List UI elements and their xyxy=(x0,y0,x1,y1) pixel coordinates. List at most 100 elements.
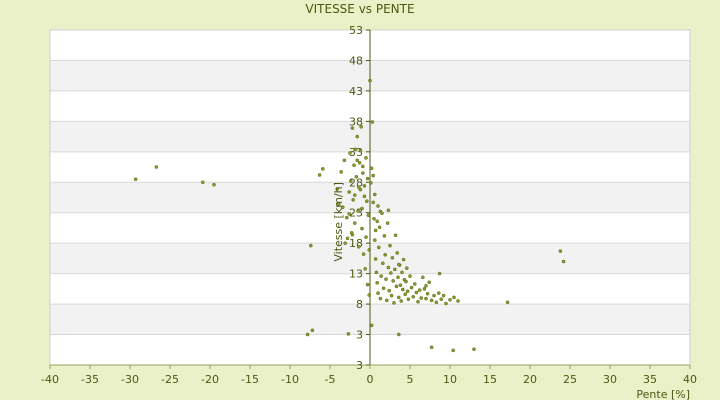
data-point xyxy=(343,241,348,245)
data-point xyxy=(505,300,510,305)
x-tick-label: -35 xyxy=(81,373,99,386)
y-tick-label: 3 xyxy=(356,359,363,372)
data-point xyxy=(133,177,138,181)
data-point xyxy=(351,198,356,202)
data-point xyxy=(200,180,205,185)
data-point xyxy=(400,287,405,292)
data-point xyxy=(384,277,388,281)
data-point xyxy=(427,280,432,285)
data-point xyxy=(406,297,411,302)
data-point xyxy=(320,167,325,171)
data-point xyxy=(417,288,422,292)
y-tick-label: 18 xyxy=(349,237,363,250)
data-point xyxy=(396,262,401,267)
y-tick-label: 48 xyxy=(349,54,363,67)
data-point xyxy=(367,248,372,252)
data-point xyxy=(356,209,360,213)
x-tick-labels: -40 -35 -30 -25 -20 -15 -10 -5 0 5 10 15 20 25 30 35 40 xyxy=(41,365,697,386)
data-point xyxy=(401,257,406,262)
data-point xyxy=(347,190,352,194)
data-point xyxy=(362,194,367,199)
data-point xyxy=(404,266,409,271)
data-point xyxy=(399,299,404,303)
data-point xyxy=(373,228,378,233)
data-point xyxy=(365,282,370,287)
data-point xyxy=(362,184,367,188)
data-point xyxy=(336,202,341,206)
chart-title: VITESSE vs PENTE xyxy=(305,2,415,16)
data-point xyxy=(424,283,428,288)
data-point xyxy=(369,323,374,328)
data-point xyxy=(376,204,380,208)
data-point xyxy=(384,298,389,303)
data-point xyxy=(558,249,563,253)
x-tick-label: -25 xyxy=(161,373,179,386)
data-point xyxy=(346,332,351,336)
data-point xyxy=(391,279,396,283)
data-point xyxy=(358,148,363,153)
data-point xyxy=(411,294,416,299)
data-point xyxy=(212,182,216,187)
data-point xyxy=(374,270,379,275)
x-tick-label: 25 xyxy=(563,373,577,386)
data-point xyxy=(409,285,414,290)
data-point xyxy=(350,232,355,237)
data-point xyxy=(398,283,403,288)
data-point xyxy=(352,193,357,197)
data-point xyxy=(396,295,401,300)
data-point xyxy=(360,164,365,169)
data-point xyxy=(436,291,441,295)
data-point xyxy=(345,236,350,241)
data-point xyxy=(339,170,344,174)
data-point xyxy=(368,181,373,185)
data-point xyxy=(154,165,159,169)
data-point xyxy=(355,158,360,163)
data-point xyxy=(356,244,361,249)
data-point xyxy=(352,221,357,225)
data-point xyxy=(390,255,395,260)
data-point xyxy=(305,332,310,337)
y-tick-label: 38 xyxy=(349,115,363,128)
data-point xyxy=(378,209,383,214)
data-point xyxy=(414,290,419,295)
data-point xyxy=(396,332,401,337)
data-point xyxy=(419,296,424,300)
data-point xyxy=(380,261,385,266)
data-point xyxy=(376,291,380,295)
x-tick-label: 5 xyxy=(407,373,414,386)
data-point xyxy=(352,163,356,167)
data-point xyxy=(456,299,460,303)
data-point xyxy=(340,205,345,209)
data-point xyxy=(561,259,566,264)
y-tick-label: 3 xyxy=(356,329,363,342)
data-point xyxy=(308,243,313,248)
data-point xyxy=(377,225,382,230)
x-tick-label: 0 xyxy=(367,373,374,386)
data-point xyxy=(364,199,369,203)
x-tick-label: 30 xyxy=(603,373,617,386)
data-point xyxy=(356,185,361,189)
x-tick-label: -5 xyxy=(325,373,336,386)
data-point xyxy=(394,284,399,289)
data-point xyxy=(429,298,434,303)
data-point xyxy=(335,187,340,191)
data-point xyxy=(434,300,439,305)
x-tick-label: 35 xyxy=(643,373,657,386)
data-point xyxy=(451,348,456,353)
x-tick-label: 20 xyxy=(523,373,537,386)
data-point xyxy=(375,219,380,224)
data-point xyxy=(432,293,436,298)
data-point xyxy=(366,213,371,217)
data-point xyxy=(382,234,387,238)
data-point xyxy=(353,147,358,152)
data-point xyxy=(360,226,364,231)
data-point xyxy=(400,270,404,275)
data-point xyxy=(405,289,410,294)
data-point xyxy=(452,295,456,300)
data-point xyxy=(372,192,377,197)
data-point xyxy=(381,286,386,291)
data-point xyxy=(429,345,434,350)
data-point xyxy=(364,156,368,160)
data-point xyxy=(389,293,394,298)
data-point xyxy=(403,292,408,297)
